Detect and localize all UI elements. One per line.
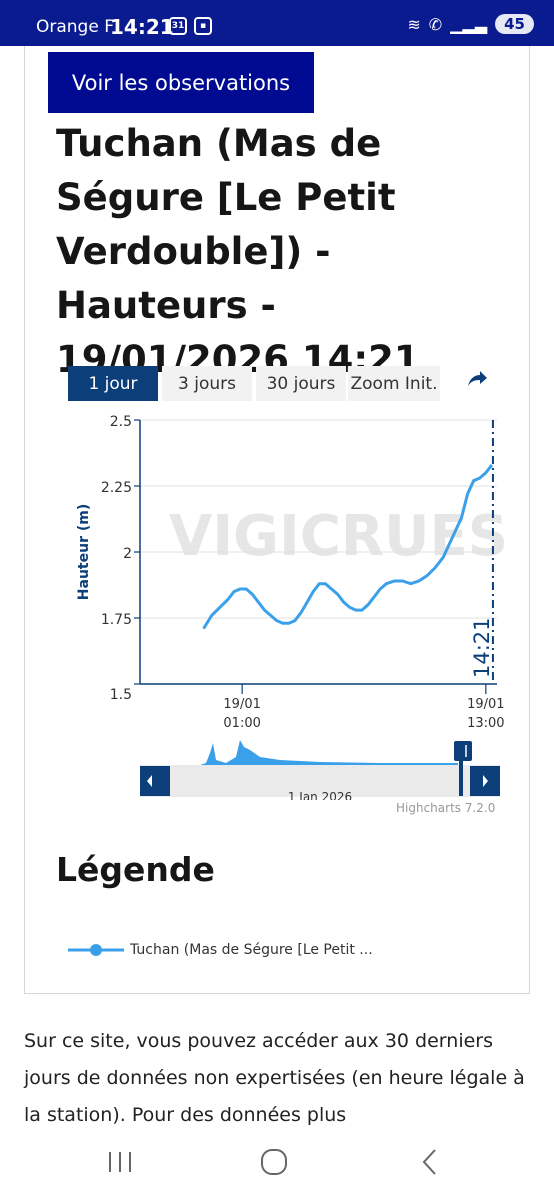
vigicrues-watermark: VIGICRUES — [169, 504, 508, 569]
battery-indicator: 45 — [495, 14, 534, 34]
legend-heading: Légende — [56, 850, 215, 889]
navigator-left-button[interactable] — [140, 766, 170, 796]
calendar-icon: 31 — [169, 17, 187, 35]
navigator-track[interactable] — [140, 765, 500, 797]
series-line[interactable] — [202, 463, 494, 630]
status-icons: ≋ ✆ ▁▂▃ 45 — [407, 14, 534, 34]
recent-apps-button[interactable] — [90, 1142, 150, 1182]
tab-30-jours[interactable]: 30 jours — [256, 366, 346, 401]
navigator-left-arrow-icon — [147, 775, 152, 787]
home-button[interactable] — [244, 1142, 304, 1182]
carrier-name: Orange F — [36, 17, 114, 37]
station-card — [24, 46, 530, 994]
tab-1-jour[interactable]: 1 jour — [68, 366, 158, 401]
x-tick-label: 13:00 — [467, 716, 504, 731]
y-tick-label: 1.5 — [110, 687, 132, 703]
android-nav-bar — [0, 1130, 554, 1200]
water-level-chart[interactable]: VIGICRUES 2.5 2.25 2 1.75 1.5 19/01 01:00 19/01… — [60, 410, 520, 740]
status-bar: Orange F 14:21 31 ▪ ≋ ✆ ▁▂▃ 45 — [0, 0, 554, 46]
chart-axes: 2.5 2.25 2 1.75 1.5 19/01 01:00 19/01 13:00 — [101, 414, 505, 731]
signal-icon: ▁▂▃ — [450, 14, 488, 34]
y-tick-label: 2.25 — [101, 480, 132, 496]
info-paragraph: Sur ce site, vous pouvez accéder aux 30 … — [24, 1030, 525, 1126]
tab-3-jours[interactable]: 3 jours — [162, 366, 252, 401]
navigator-date-label: 1 Jan 2026 — [288, 790, 352, 800]
highcharts-credits[interactable]: Highcharts 7.2.0 — [396, 801, 496, 815]
screenshot-icon: ▪ — [194, 17, 212, 35]
legend-series-symbol — [68, 944, 124, 956]
y-tick-label: 2.5 — [110, 414, 132, 430]
clock: 14:21 — [110, 15, 174, 39]
wifi-call-icon: ✆ — [428, 14, 443, 34]
navigator-series-area — [172, 740, 458, 765]
y-tick-label: 2 — [123, 546, 132, 562]
back-button[interactable] — [400, 1142, 460, 1182]
chart-navigator[interactable]: 1 Jan 2026 — [140, 735, 500, 800]
x-tick-label: 19/01 — [223, 697, 260, 712]
x-tick-label: 01:00 — [223, 716, 260, 731]
y-axis-title: Hauteur (m) — [76, 504, 92, 600]
x-tick-label: 19/01 — [467, 697, 504, 712]
y-tick-label: 1.75 — [101, 612, 132, 628]
chart-grid — [140, 419, 497, 685]
wifi-icon: ≋ — [407, 14, 421, 34]
navigator-selection-edge[interactable] — [459, 741, 463, 796]
view-observations-button[interactable]: Voir les observations — [48, 52, 314, 113]
legend-item-label: Tuchan (Mas de Ségure [Le Petit ... — [130, 942, 373, 958]
page-title: Tuchan (Mas de Ségure [Le Petit Verdoubl… — [56, 122, 420, 381]
now-marker-label: 14:21 — [470, 617, 494, 678]
navigator-right-arrow-icon — [483, 775, 488, 787]
legend-item[interactable]: Tuchan (Mas de Ségure [Le Petit ... — [68, 940, 373, 960]
export-share-icon[interactable] — [466, 368, 488, 390]
tab-zoom-init[interactable]: Zoom Init. — [348, 366, 440, 401]
